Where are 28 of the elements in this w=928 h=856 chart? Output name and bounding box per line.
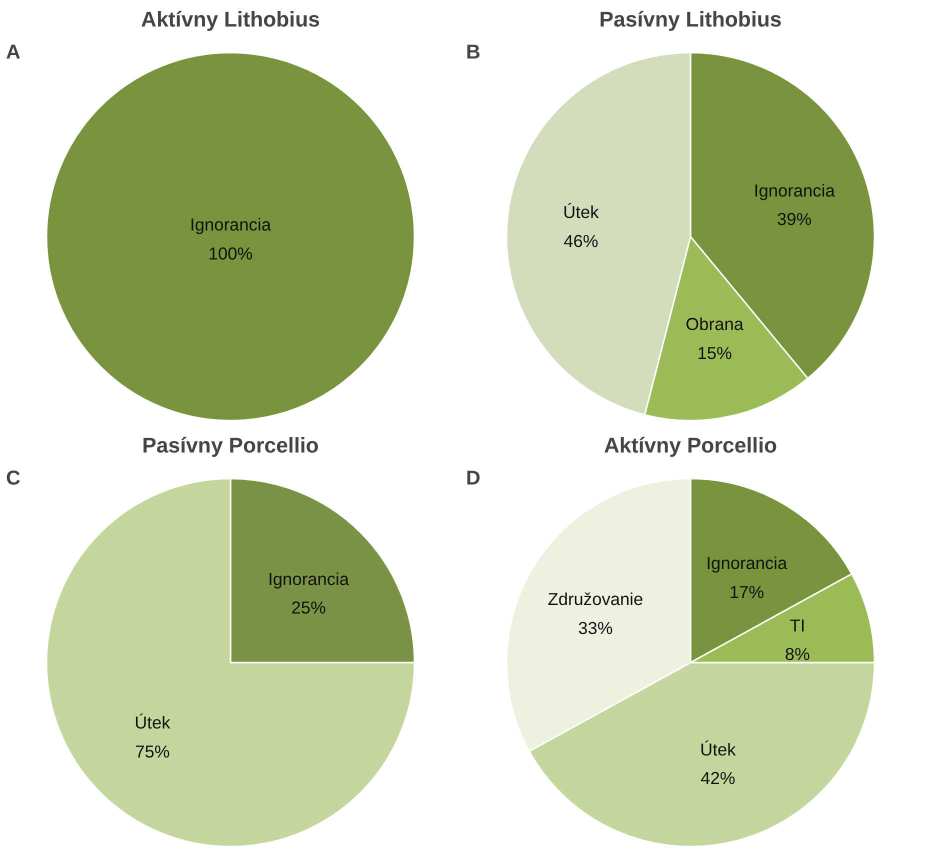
text: D <box>466 468 480 490</box>
slice-label: Ignorancia <box>754 180 836 200</box>
chart-title: Aktívny Porcellio <box>604 434 778 458</box>
data-label: 39% <box>777 209 812 230</box>
slice-label: Ignorancia <box>706 553 788 574</box>
slice-label: Útek <box>700 739 736 760</box>
data-label: 42% <box>700 768 736 788</box>
chart-title: Aktívny Lithobius <box>141 8 320 32</box>
data-label: 25% <box>291 598 326 618</box>
slice-label: TI <box>790 615 806 636</box>
text: C <box>6 468 20 490</box>
text: B <box>466 42 480 64</box>
chart-title: Pasívny Lithobius <box>599 8 782 32</box>
slice-label: Obrana <box>686 314 744 334</box>
chart-title: Pasívny Porcellio <box>142 434 319 458</box>
slice-label: Ignorancia <box>190 214 272 235</box>
data-label: 46% <box>564 230 598 251</box>
data-label: 17% <box>729 582 764 602</box>
data-label: 75% <box>135 741 170 762</box>
slice-label: Ignorancia <box>268 568 350 589</box>
text: A <box>6 42 20 64</box>
data-label: 8% <box>784 644 810 664</box>
slice-label: Útek <box>563 202 600 222</box>
data-label: 15% <box>697 342 732 363</box>
data-label: 33% <box>578 618 613 638</box>
slice-label: Združovanie <box>548 588 644 609</box>
slice-label: Útek <box>134 712 171 733</box>
data-label: 100% <box>208 244 253 264</box>
